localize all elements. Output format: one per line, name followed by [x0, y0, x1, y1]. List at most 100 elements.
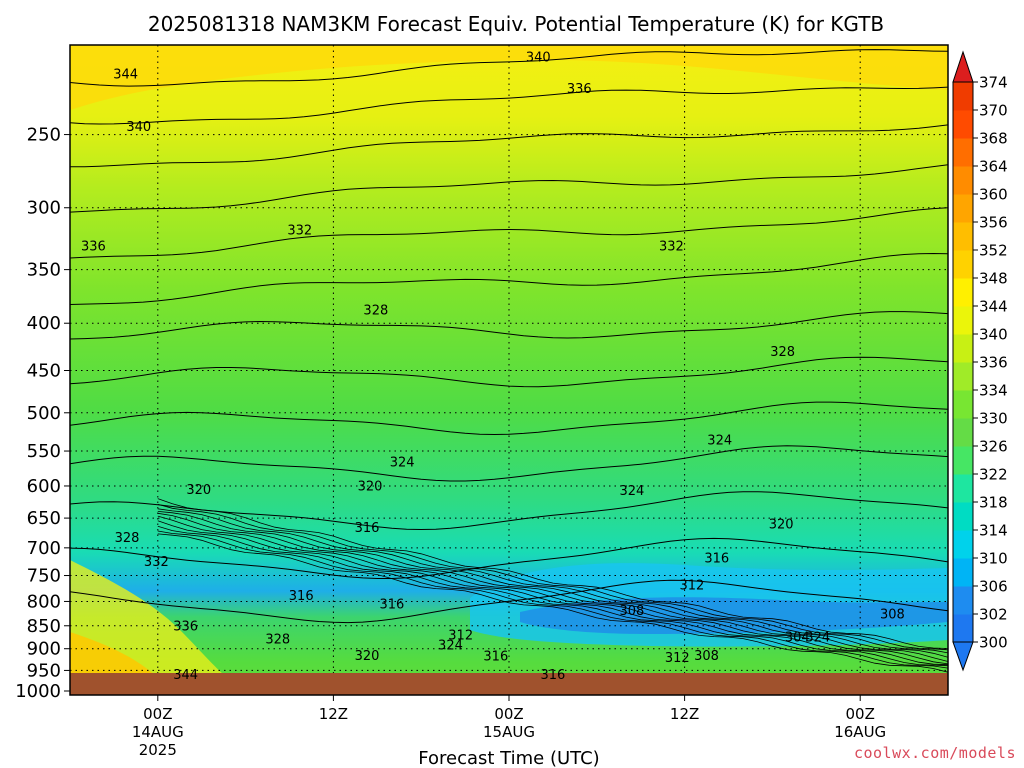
contour-label-11: 324: [620, 484, 645, 499]
x-tick-label-1-0: 12Z: [319, 705, 348, 723]
contour-label-14: 320: [769, 518, 794, 533]
front-contour-4: [157, 512, 948, 662]
pressure-axis: 2503003504004505005506006507007508008509…: [15, 125, 70, 702]
front-contour-8: [157, 530, 948, 669]
y-tick-label-400: 400: [27, 313, 61, 334]
contour-label-1: 340: [526, 50, 551, 65]
contour-line-11: [70, 537, 948, 579]
y-tick-label-500: 500: [27, 403, 61, 424]
x-tick-label-2-0: 00Z: [494, 705, 523, 723]
contour-line-3: [70, 164, 948, 213]
colorbar-swatch-300: [953, 614, 973, 643]
colorbar-swatch-368: [953, 110, 973, 139]
front-contour-0: [157, 498, 948, 649]
contour-label-15: 316: [355, 521, 380, 536]
y-tick-label-900: 900: [27, 639, 61, 660]
colorbar-label-374: 374: [979, 74, 1008, 92]
colorbar-label-334: 334: [979, 382, 1008, 400]
x-tick-label-0-0: 00Z: [143, 705, 172, 723]
colorbar-swatch-370: [953, 82, 973, 111]
credit-text: coolwx.com/models: [853, 744, 1016, 762]
contour-label-31: 324: [805, 630, 830, 645]
colorbar-label-314: 314: [979, 522, 1008, 540]
x-tick-label-4-1: 16AUG: [834, 723, 886, 741]
chart-title: 2025081318 NAM3KM Forecast Equiv. Potent…: [148, 12, 884, 36]
colorbar-label-364: 364: [979, 158, 1008, 176]
contour-label-26: 312: [448, 629, 473, 644]
contour-label-21: 328: [115, 531, 140, 546]
colorbar-label-300: 300: [979, 634, 1008, 652]
contour-label-25: 328: [265, 632, 290, 647]
contour-labels: 344 340 336 340 336 332 332 328 328 324 324 324 320 3…: [81, 50, 905, 683]
contour-line-5: [70, 252, 948, 305]
front-contour-3: [157, 511, 948, 658]
y-tick-label-950: 950: [27, 660, 61, 681]
colorbar-label-306: 306: [979, 578, 1008, 596]
front-contour-6: [157, 520, 948, 666]
colorbar-label-322: 322: [979, 466, 1008, 484]
contour-lines: [70, 49, 948, 673]
contour-label-35: 344: [173, 668, 198, 683]
colorbar-swatch-306: [953, 558, 973, 587]
y-tick-label-1000: 1000: [15, 681, 61, 702]
x-tick-label-3-0: 12Z: [670, 705, 699, 723]
colorbar-swatch-344: [953, 278, 973, 307]
contour-line-4: [70, 207, 948, 259]
contour-label-32: 312: [665, 651, 690, 666]
y-tick-label-850: 850: [27, 616, 61, 637]
contour-label-10: 324: [390, 455, 415, 470]
colorbar-label-340: 340: [979, 326, 1008, 344]
colorbar: 300 302 306 310 314 318 322 326 330 334 336 340 344 3…: [952, 50, 1008, 672]
colorbar-label-368: 368: [979, 130, 1008, 148]
colorbar-swatch-340: [953, 306, 973, 335]
colorbar-top-arrow: [952, 50, 974, 83]
contour-label-24: 336: [173, 619, 198, 634]
colorbar-bottom-arrow: [952, 641, 974, 672]
colorbar-swatch-348: [953, 250, 973, 279]
colorbar-label-302: 302: [979, 606, 1008, 624]
contour-label-30: 304: [785, 630, 810, 645]
front-contour-1: [157, 503, 948, 651]
colorbar-swatch-318: [953, 474, 973, 503]
colorbar-swatch-302: [953, 586, 973, 615]
contour-label-27: 324: [438, 639, 463, 654]
contour-label-22: 316: [289, 589, 314, 604]
contour-label-13: 320: [358, 479, 383, 494]
contour-label-2: 336: [567, 82, 592, 97]
colorbar-label-360: 360: [979, 186, 1008, 204]
front-contour-7: [157, 525, 948, 667]
colorbar-label-356: 356: [979, 214, 1008, 232]
colorbar-swatch-310: [953, 530, 973, 559]
contour-label-28: 320: [355, 649, 380, 664]
colorbar-label-310: 310: [979, 550, 1008, 568]
contour-line-8: [70, 401, 948, 436]
contour-label-16: 316: [704, 552, 729, 567]
contour-label-0: 344: [113, 68, 138, 83]
contour-label-6: 332: [659, 240, 684, 255]
y-tick-label-450: 450: [27, 360, 61, 381]
surface-warm-core: [70, 632, 160, 680]
contour-label-17: 312: [680, 579, 705, 594]
colorbar-label-348: 348: [979, 270, 1008, 288]
front-contour-2: [157, 508, 948, 654]
colorbar-swatch-334: [953, 362, 973, 391]
contour-label-34: 316: [540, 668, 565, 683]
y-tick-label-300: 300: [27, 198, 61, 219]
contour-label-33: 308: [694, 649, 719, 664]
contour-label-29: 316: [483, 650, 508, 665]
x-axis-label: Forecast Time (UTC): [418, 748, 599, 768]
colorbar-label-326: 326: [979, 438, 1008, 456]
upper-warm-band: [70, 45, 948, 110]
contour-label-12: 320: [186, 483, 211, 498]
colorbar-swatch-360: [953, 166, 973, 195]
contour-line-6: [70, 311, 948, 340]
contour-label-4: 336: [81, 240, 106, 255]
colorbar-label-318: 318: [979, 494, 1008, 512]
contour-label-18: 308: [620, 604, 645, 619]
y-tick-label-250: 250: [27, 125, 61, 146]
front-contour-9: [157, 533, 948, 673]
front-contour-5: [157, 515, 948, 665]
x-tick-label-0-1: 14AUG: [132, 723, 184, 741]
contour-line-2: [70, 124, 948, 168]
